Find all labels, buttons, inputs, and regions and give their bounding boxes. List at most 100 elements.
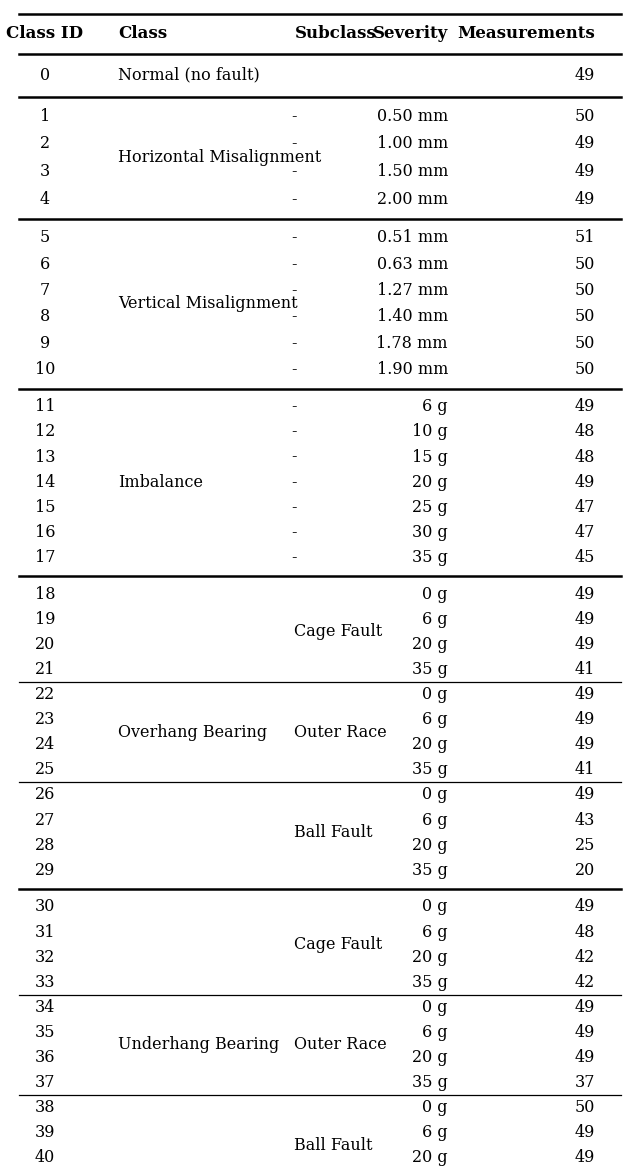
Text: 49: 49 <box>575 586 595 602</box>
Text: 19: 19 <box>35 610 55 628</box>
Text: -: - <box>292 135 297 153</box>
Text: 35 g: 35 g <box>412 861 448 879</box>
Text: 6 g: 6 g <box>422 398 448 415</box>
Text: 35 g: 35 g <box>412 973 448 991</box>
Text: 20: 20 <box>35 636 55 652</box>
Text: 2.00 mm: 2.00 mm <box>377 190 448 208</box>
Text: 6 g: 6 g <box>422 711 448 728</box>
Text: 30 g: 30 g <box>412 524 448 540</box>
Text: 42: 42 <box>575 949 595 965</box>
Text: 49: 49 <box>575 736 595 753</box>
Text: 20 g: 20 g <box>412 474 448 490</box>
Text: 25: 25 <box>35 761 55 778</box>
Text: 12: 12 <box>35 424 55 440</box>
Text: -: - <box>292 308 297 326</box>
Text: 15: 15 <box>35 498 55 516</box>
Text: 20 g: 20 g <box>412 837 448 853</box>
Text: 7: 7 <box>40 282 50 299</box>
Text: 50: 50 <box>575 308 595 326</box>
Text: -: - <box>292 335 297 351</box>
Text: 0.50 mm: 0.50 mm <box>377 107 448 125</box>
Text: 33: 33 <box>35 973 55 991</box>
Text: -: - <box>292 498 297 516</box>
Text: 3: 3 <box>40 163 50 180</box>
Text: 20 g: 20 g <box>412 1049 448 1065</box>
Text: 40: 40 <box>35 1149 55 1166</box>
Text: 0 g: 0 g <box>422 1099 448 1116</box>
Text: 8: 8 <box>40 308 50 326</box>
Text: 31: 31 <box>35 923 55 941</box>
Text: 50: 50 <box>575 335 595 351</box>
Text: 50: 50 <box>575 256 595 273</box>
Text: 15 g: 15 g <box>412 448 448 466</box>
Text: Class: Class <box>118 26 168 42</box>
Text: 48: 48 <box>575 448 595 466</box>
Text: -: - <box>292 474 297 490</box>
Text: 1.50 mm: 1.50 mm <box>376 163 448 180</box>
Text: 1: 1 <box>40 107 50 125</box>
Text: 50: 50 <box>575 282 595 299</box>
Text: -: - <box>292 256 297 273</box>
Text: Outer Race: Outer Race <box>294 724 387 741</box>
Text: 0.51 mm: 0.51 mm <box>376 229 448 246</box>
Text: 29: 29 <box>35 861 55 879</box>
Text: 1.00 mm: 1.00 mm <box>377 135 448 153</box>
Text: Measurements: Measurements <box>458 26 595 42</box>
Text: 49: 49 <box>575 474 595 490</box>
Text: 34: 34 <box>35 999 55 1015</box>
Text: 49: 49 <box>575 686 595 703</box>
Text: 0.63 mm: 0.63 mm <box>376 256 448 273</box>
Text: -: - <box>292 398 297 415</box>
Text: 42: 42 <box>575 973 595 991</box>
Text: 16: 16 <box>35 524 55 540</box>
Text: 17: 17 <box>35 548 55 566</box>
Text: 0 g: 0 g <box>422 899 448 915</box>
Text: 41: 41 <box>575 761 595 778</box>
Text: 49: 49 <box>575 398 595 415</box>
Text: 35 g: 35 g <box>412 548 448 566</box>
Text: 20: 20 <box>575 861 595 879</box>
Text: -: - <box>292 107 297 125</box>
Text: -: - <box>292 163 297 180</box>
Text: 48: 48 <box>575 923 595 941</box>
Text: 20 g: 20 g <box>412 949 448 965</box>
Text: Cage Fault: Cage Fault <box>294 623 383 641</box>
Text: 1.40 mm: 1.40 mm <box>377 308 448 326</box>
Text: -: - <box>292 424 297 440</box>
Text: 51: 51 <box>575 229 595 246</box>
Text: 18: 18 <box>35 586 55 602</box>
Text: 38: 38 <box>35 1099 55 1116</box>
Text: Ball Fault: Ball Fault <box>294 824 373 841</box>
Text: -: - <box>292 229 297 246</box>
Text: 49: 49 <box>575 787 595 803</box>
Text: 49: 49 <box>575 135 595 153</box>
Text: -: - <box>292 361 297 378</box>
Text: -: - <box>292 524 297 540</box>
Text: 49: 49 <box>575 636 595 652</box>
Text: 1.78 mm: 1.78 mm <box>376 335 448 351</box>
Text: 0 g: 0 g <box>422 999 448 1015</box>
Text: 36: 36 <box>35 1049 55 1065</box>
Text: 48: 48 <box>575 424 595 440</box>
Text: 32: 32 <box>35 949 55 965</box>
Text: 1.90 mm: 1.90 mm <box>376 361 448 378</box>
Text: 49: 49 <box>575 1124 595 1141</box>
Text: 6 g: 6 g <box>422 923 448 941</box>
Text: 35 g: 35 g <box>412 661 448 678</box>
Text: Horizontal Misalignment: Horizontal Misalignment <box>118 149 322 166</box>
Text: -: - <box>292 448 297 466</box>
Text: 1.27 mm: 1.27 mm <box>376 282 448 299</box>
Text: 41: 41 <box>575 661 595 678</box>
Text: 50: 50 <box>575 361 595 378</box>
Text: 49: 49 <box>575 999 595 1015</box>
Text: 49: 49 <box>575 711 595 728</box>
Text: -: - <box>292 190 297 208</box>
Text: 10 g: 10 g <box>412 424 448 440</box>
Text: 35 g: 35 g <box>412 761 448 778</box>
Text: 22: 22 <box>35 686 55 703</box>
Text: Imbalance: Imbalance <box>118 474 204 490</box>
Text: 6 g: 6 g <box>422 1023 448 1041</box>
Text: 6 g: 6 g <box>422 1124 448 1141</box>
Text: Ball Fault: Ball Fault <box>294 1137 373 1154</box>
Text: 49: 49 <box>575 1049 595 1065</box>
